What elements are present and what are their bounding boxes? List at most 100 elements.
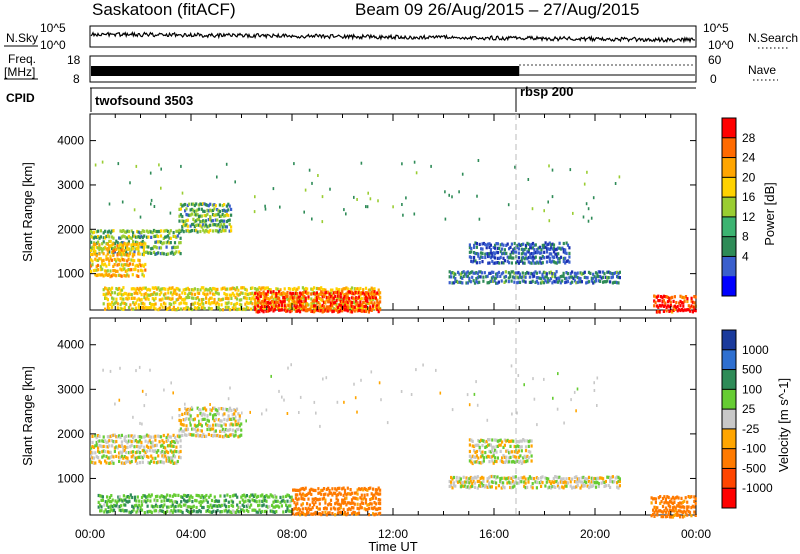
echo-cell (171, 500, 174, 504)
echo-cell (485, 484, 488, 488)
echo-cell (240, 286, 243, 290)
echo-cell (491, 445, 494, 449)
echo-cell (216, 408, 219, 413)
echo-cell (545, 250, 549, 254)
echo-cell (342, 486, 345, 490)
echo-cell (332, 491, 335, 495)
echo-cell (283, 308, 286, 312)
echo-cell (220, 223, 223, 227)
echo-cell (101, 495, 104, 499)
echo-cell (146, 504, 149, 508)
echo-cell (656, 510, 659, 514)
scatter-cell (458, 190, 460, 194)
scatter-cell (118, 398, 121, 402)
echo-cell (143, 292, 146, 297)
echo-cell (181, 429, 184, 433)
scatter-cell (287, 366, 289, 370)
echo-cell (153, 509, 156, 513)
echo-cell (200, 424, 203, 428)
echo-cell (170, 504, 173, 508)
echo-cell (177, 306, 180, 310)
echo-cell (185, 302, 188, 306)
echo-cell (140, 508, 144, 512)
echo-cell (203, 288, 206, 292)
echo-cell (172, 454, 175, 458)
echo-cell (663, 509, 666, 513)
echo-cell (261, 286, 264, 290)
echo-cell (491, 259, 494, 263)
echo-cell (360, 497, 363, 501)
echo-cell (122, 509, 125, 513)
scatter-cell (193, 210, 196, 213)
echo-cell (348, 507, 351, 511)
echo-cell (113, 257, 116, 262)
echo-cell (95, 455, 98, 459)
echo-cell (686, 513, 689, 517)
echo-cell (300, 497, 303, 501)
echo-cell (472, 271, 475, 275)
echo-cell (212, 292, 215, 296)
echo-cell (228, 417, 232, 421)
echo-cell (311, 287, 314, 291)
echo-cell (650, 514, 653, 518)
echo-cell (168, 236, 171, 240)
echo-cell (202, 432, 205, 436)
echo-cell (339, 303, 342, 307)
echo-cell (237, 510, 240, 514)
echo-cell (530, 242, 533, 247)
echo-cell (138, 258, 141, 263)
echo-cell (259, 494, 262, 498)
echo-cell (112, 249, 115, 253)
power-ylabel: Slant Range [km] (20, 162, 35, 262)
echo-cell (223, 214, 226, 218)
echo-cell (97, 446, 100, 450)
echo-cell (188, 412, 191, 416)
scatter-cell (587, 219, 590, 223)
echo-cell (576, 271, 579, 275)
echo-cell (121, 244, 125, 248)
echo-cell (494, 459, 497, 463)
echo-cell (119, 273, 122, 278)
echo-cell (555, 277, 558, 281)
echo-cell (109, 302, 112, 307)
echo-cell (357, 507, 361, 511)
echo-cell (355, 287, 358, 291)
echo-cell (289, 297, 292, 301)
echo-cell (602, 275, 605, 279)
echo-cell (487, 252, 490, 256)
echo-cell (175, 229, 178, 233)
echo-cell (122, 234, 125, 238)
echo-cell (139, 508, 142, 512)
echo-cell (611, 281, 614, 285)
echo-cell (562, 486, 565, 490)
echo-cell (133, 296, 136, 300)
echo-cell (206, 288, 209, 292)
echo-cell (154, 499, 158, 503)
echo-cell (606, 475, 609, 479)
echo-cell (501, 460, 504, 464)
echo-cell (210, 307, 213, 311)
echo-cell (516, 245, 519, 250)
echo-cell (334, 487, 337, 491)
echo-cell (104, 293, 107, 297)
echo-cell (332, 301, 335, 305)
echo-cell (160, 291, 163, 295)
echo-cell (300, 299, 303, 303)
echo-cell (350, 296, 354, 300)
echo-cell (495, 481, 498, 485)
echo-cell (99, 503, 102, 507)
echo-cell (517, 271, 520, 275)
echo-cell (471, 461, 474, 466)
scatter-cell (451, 408, 454, 412)
echo-cell (299, 307, 302, 311)
echo-cell (496, 274, 499, 278)
echo-cell (303, 297, 306, 301)
echo-cell (691, 310, 694, 314)
echo-cell (299, 295, 302, 299)
echo-cell (140, 500, 144, 504)
echo-cell (471, 484, 474, 488)
echo-cell (300, 487, 303, 491)
echo-cell (541, 475, 544, 479)
echo-cell (97, 505, 100, 509)
echo-cell (118, 434, 121, 438)
